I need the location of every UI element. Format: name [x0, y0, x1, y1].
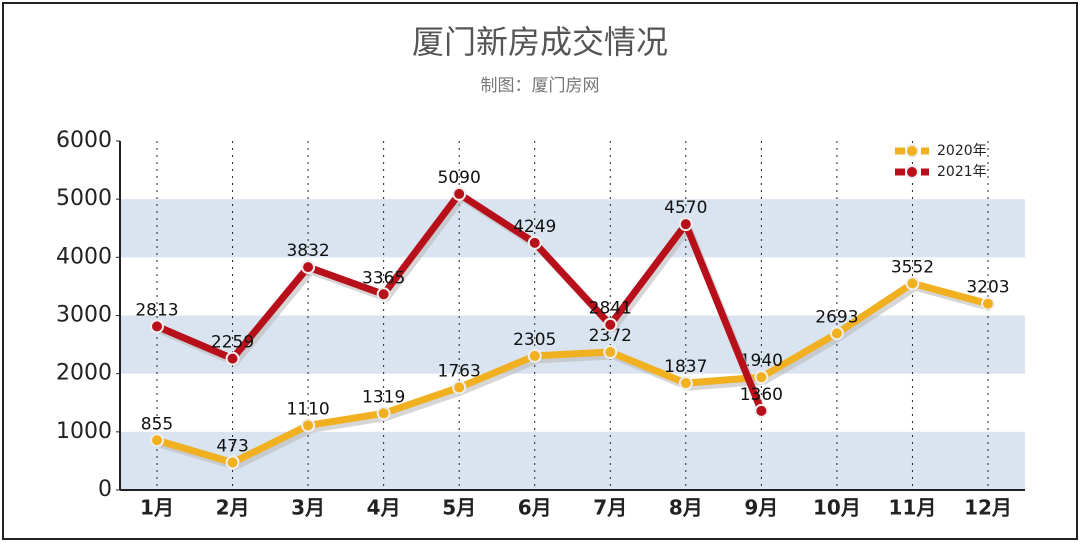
data-label: 5090 — [438, 168, 481, 188]
x-tick-label: 3月 — [291, 496, 325, 520]
data-label: 1837 — [664, 357, 707, 377]
point — [301, 418, 316, 433]
y-tick-label: 5000 — [56, 186, 112, 211]
y-tick-label: 2000 — [56, 361, 112, 386]
point — [150, 319, 164, 334]
point — [376, 287, 391, 302]
grid-band — [120, 199, 1025, 258]
chart-subtitle: 制图：厦门房网 — [481, 76, 600, 96]
data-label: 2259 — [211, 333, 254, 353]
point — [603, 317, 618, 332]
x-tick-label: 11月 — [889, 496, 937, 520]
data-label: 855 — [141, 414, 173, 434]
point — [225, 351, 240, 366]
y-tick-label: 6000 — [56, 128, 112, 153]
data-label: 3365 — [362, 268, 405, 288]
data-label: 1360 — [740, 385, 783, 405]
x-tick-label: 7月 — [593, 496, 627, 520]
point — [452, 380, 467, 395]
legend-label: 2021年 — [937, 164, 987, 180]
data-label: 2841 — [589, 299, 632, 319]
point — [754, 370, 769, 385]
legend-dot — [905, 144, 919, 158]
legend-dot — [905, 165, 919, 179]
chart-title: 厦门新房成交情况 — [412, 23, 668, 61]
point — [905, 276, 920, 291]
point — [150, 433, 164, 448]
y-tick-label: 0 — [98, 477, 112, 502]
x-tick-label: 10月 — [813, 496, 861, 520]
point — [225, 455, 240, 470]
point — [527, 348, 542, 363]
grid-band — [120, 315, 1025, 374]
x-tick-label: 8月 — [669, 496, 703, 520]
y-tick-label: 4000 — [56, 244, 112, 269]
data-label: 3203 — [966, 278, 1009, 298]
point — [981, 296, 995, 311]
series-line — [156, 279, 989, 466]
point — [527, 235, 542, 250]
point — [678, 376, 693, 391]
data-label: 4249 — [513, 217, 556, 237]
x-tick-label: 2月 — [216, 496, 250, 520]
x-tick-label: 6月 — [518, 496, 552, 520]
point — [829, 326, 844, 341]
point — [452, 186, 467, 201]
data-label: 3832 — [286, 241, 329, 261]
data-label: 1319 — [362, 387, 405, 407]
point — [678, 217, 693, 232]
y-tick-label: 1000 — [56, 419, 112, 444]
point — [754, 403, 769, 418]
data-label: 2813 — [135, 300, 178, 320]
x-tick-label: 4月 — [367, 496, 401, 520]
series-shadow — [159, 283, 992, 470]
data-label: 2693 — [815, 307, 858, 327]
data-label: 473 — [216, 436, 248, 456]
x-tick-label: 12月 — [964, 496, 1012, 520]
data-label: 1940 — [740, 351, 783, 371]
data-label: 2305 — [513, 330, 556, 350]
x-tick-label: 5月 — [442, 496, 476, 520]
y-tick-label: 3000 — [56, 303, 112, 328]
data-label: 3552 — [891, 257, 934, 277]
grid-band — [120, 431, 1025, 490]
point — [376, 406, 391, 421]
data-label: 1110 — [286, 399, 329, 419]
x-tick-label: 9月 — [744, 496, 778, 520]
data-label: 1763 — [438, 361, 481, 381]
data-label: 4570 — [664, 198, 707, 218]
x-tick-label: 1月 — [140, 496, 174, 520]
point — [603, 345, 618, 360]
data-label: 2372 — [589, 326, 632, 346]
point — [301, 260, 316, 275]
legend-label: 2020年 — [937, 143, 987, 159]
